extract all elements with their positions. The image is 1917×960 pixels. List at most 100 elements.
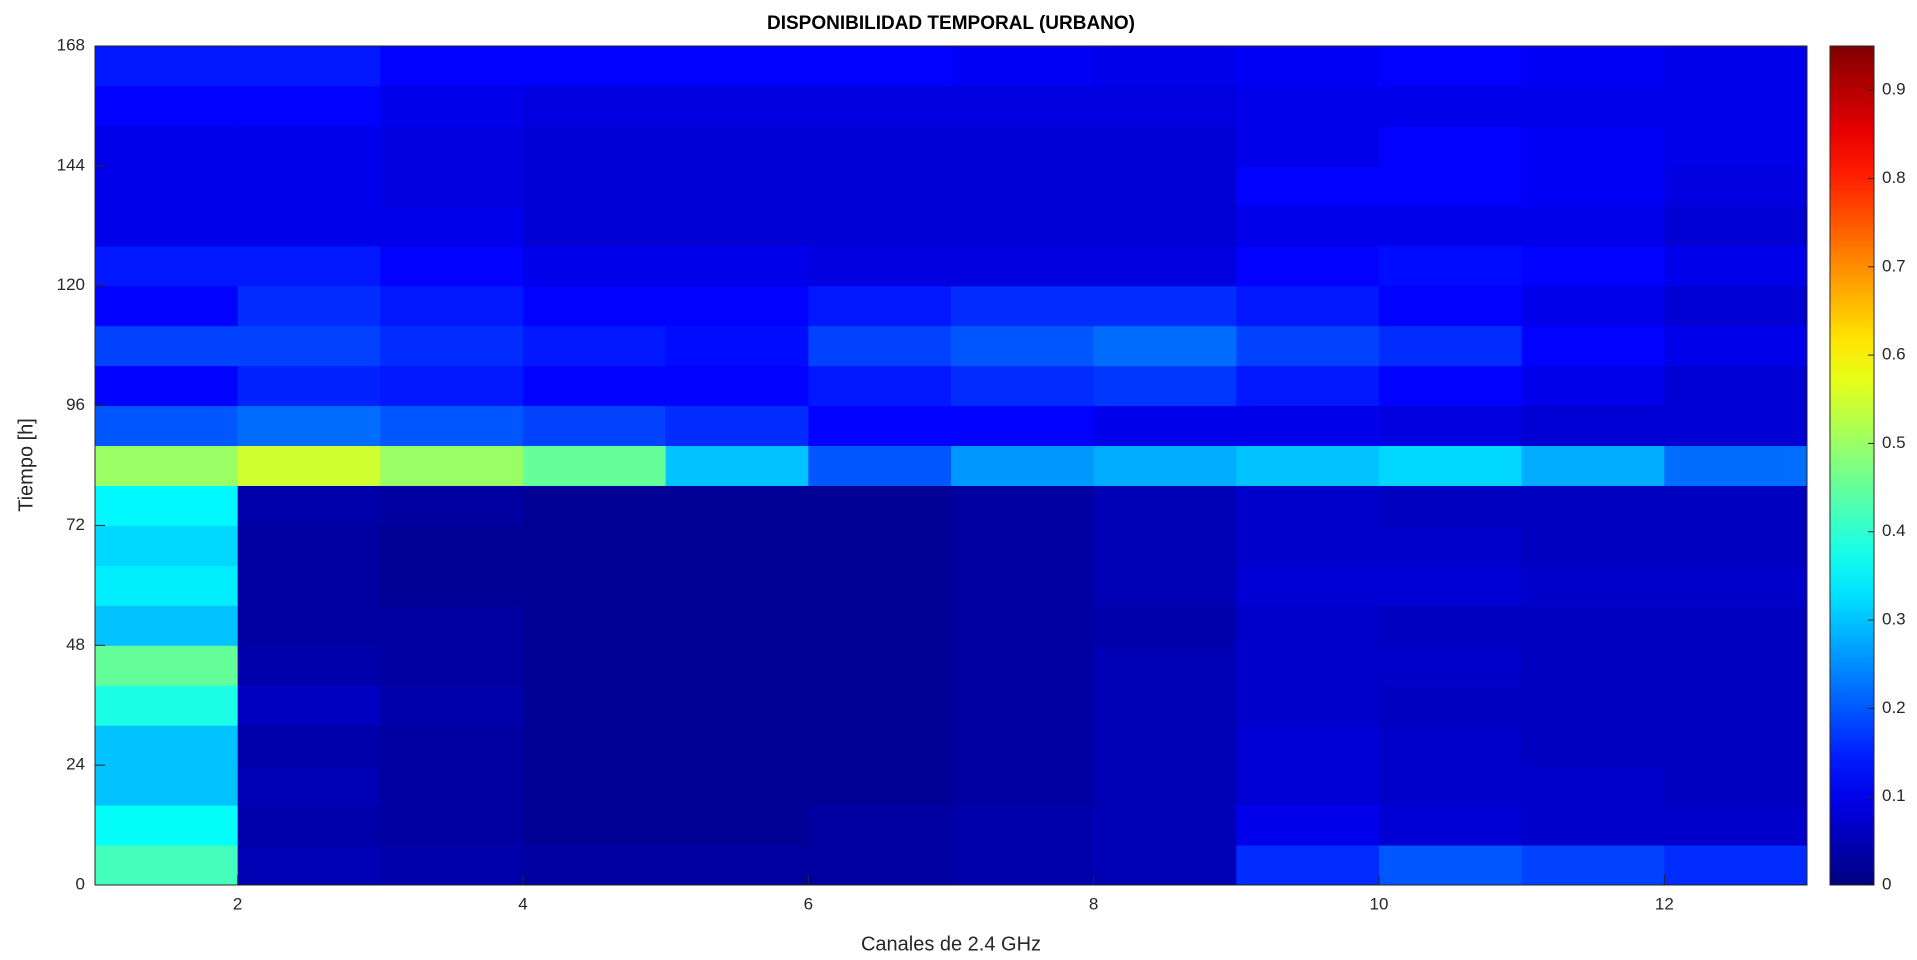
colorbar-tick-label: 0.4 [1882, 521, 1906, 540]
heatmap-cell [1664, 765, 1808, 806]
heatmap-cell [237, 125, 381, 167]
heatmap-cell [951, 645, 1095, 686]
heatmap-cell [1379, 565, 1523, 606]
heatmap-cell [1093, 85, 1237, 127]
heatmap-cell [951, 125, 1095, 167]
heatmap-cell [1379, 645, 1523, 686]
heatmap-cell [1093, 485, 1237, 526]
heatmap-cell [951, 205, 1095, 247]
heatmap-cell [237, 445, 381, 486]
heatmap-cell [237, 485, 381, 526]
heatmap-cell [1664, 285, 1808, 327]
heatmap-cell [523, 285, 667, 327]
heatmap-cell [95, 765, 239, 806]
heatmap-cell [380, 685, 524, 726]
heatmap-cell [1093, 725, 1237, 766]
heatmap-cell [380, 325, 524, 367]
heatmap-cell [237, 765, 381, 806]
x-tick-label: 10 [1370, 894, 1389, 913]
heatmap-cell [95, 845, 239, 886]
y-tick-label: 24 [66, 755, 85, 774]
heatmap-cell [808, 85, 952, 127]
heatmap-cell [380, 365, 524, 407]
heatmap-cell [95, 325, 239, 367]
y-tick-label: 0 [76, 874, 85, 893]
heatmap-cell [808, 525, 952, 566]
heatmap-cell [665, 405, 809, 447]
heatmap-cell [237, 85, 381, 127]
heatmap-cell [665, 325, 809, 367]
heatmap-cell [1521, 125, 1665, 167]
colorbar-tick-label: 0 [1882, 874, 1891, 893]
heatmap-cell [380, 85, 524, 127]
heatmap-cell [1664, 445, 1808, 486]
heatmap-cell [808, 605, 952, 646]
heatmap-cell [1664, 365, 1808, 407]
heatmap-cell [1236, 165, 1380, 207]
heatmap-cell [1379, 765, 1523, 806]
chart-title: DISPONIBILIDAD TEMPORAL (URBANO) [767, 13, 1135, 34]
heatmap-cell [665, 365, 809, 407]
heatmap-cell [95, 285, 239, 327]
heatmap-cell [523, 565, 667, 606]
heatmap-cell [1093, 805, 1237, 846]
heatmap-cell [95, 525, 239, 566]
heatmap-cell [523, 325, 667, 367]
heatmap-cell [1664, 205, 1808, 247]
heatmap-cell [951, 525, 1095, 566]
heatmap-cell [808, 565, 952, 606]
heatmap-cell [1521, 365, 1665, 407]
heatmap-cell [808, 725, 952, 766]
heatmap-cell [1664, 485, 1808, 526]
heatmap-cell [380, 605, 524, 646]
heatmap-cell [808, 165, 952, 207]
heatmap-cell [1521, 805, 1665, 846]
heatmap-cell [665, 525, 809, 566]
heatmap-cell [1521, 165, 1665, 207]
heatmap-cell [808, 46, 952, 87]
heatmap-cell [1521, 405, 1665, 447]
heatmap-cell [95, 725, 239, 766]
heatmap-cell [1093, 46, 1237, 87]
heatmap-cell [665, 805, 809, 846]
heatmap-cell [1521, 285, 1665, 327]
heatmap-cell [808, 645, 952, 686]
heatmap-cell [380, 445, 524, 486]
heatmap-cell [665, 285, 809, 327]
heatmap-cell [808, 405, 952, 447]
heatmap-cell [665, 765, 809, 806]
heatmap-cell [95, 565, 239, 606]
heatmap-cell [951, 165, 1095, 207]
heatmap-cell [1664, 805, 1808, 846]
colorbar-tick-label: 0.1 [1882, 786, 1906, 805]
heatmap-cell [665, 85, 809, 127]
heatmap-cell [1236, 325, 1380, 367]
heatmap-cell [1521, 845, 1665, 886]
heatmap-cell [951, 405, 1095, 447]
heatmap-cell [523, 85, 667, 127]
heatmap-cell [1664, 85, 1808, 127]
heatmap-cell [1093, 565, 1237, 606]
heatmap-cell [1521, 765, 1665, 806]
heatmap-cell [380, 525, 524, 566]
heatmap-cell [1236, 46, 1380, 87]
heatmap-cell [1664, 605, 1808, 646]
heatmap-cell [808, 445, 952, 486]
heatmap-cell [1521, 725, 1665, 766]
heatmap-cell [808, 125, 952, 167]
heatmap-cell [237, 165, 381, 207]
heatmap-cell [237, 46, 381, 87]
x-tick-label: 6 [804, 894, 813, 913]
x-tick-label: 4 [518, 894, 527, 913]
heatmap-cell [523, 485, 667, 526]
colorbar-tick-label: 0.8 [1882, 168, 1906, 187]
heatmap-cell [665, 485, 809, 526]
heatmap-cell [237, 245, 381, 287]
heatmap-cell [95, 805, 239, 846]
heatmap-cell [1521, 245, 1665, 287]
heatmap-cell [380, 485, 524, 526]
colorbar-tick-label: 0.3 [1882, 610, 1906, 629]
heatmap-cell [523, 805, 667, 846]
heatmap-cell [951, 325, 1095, 367]
